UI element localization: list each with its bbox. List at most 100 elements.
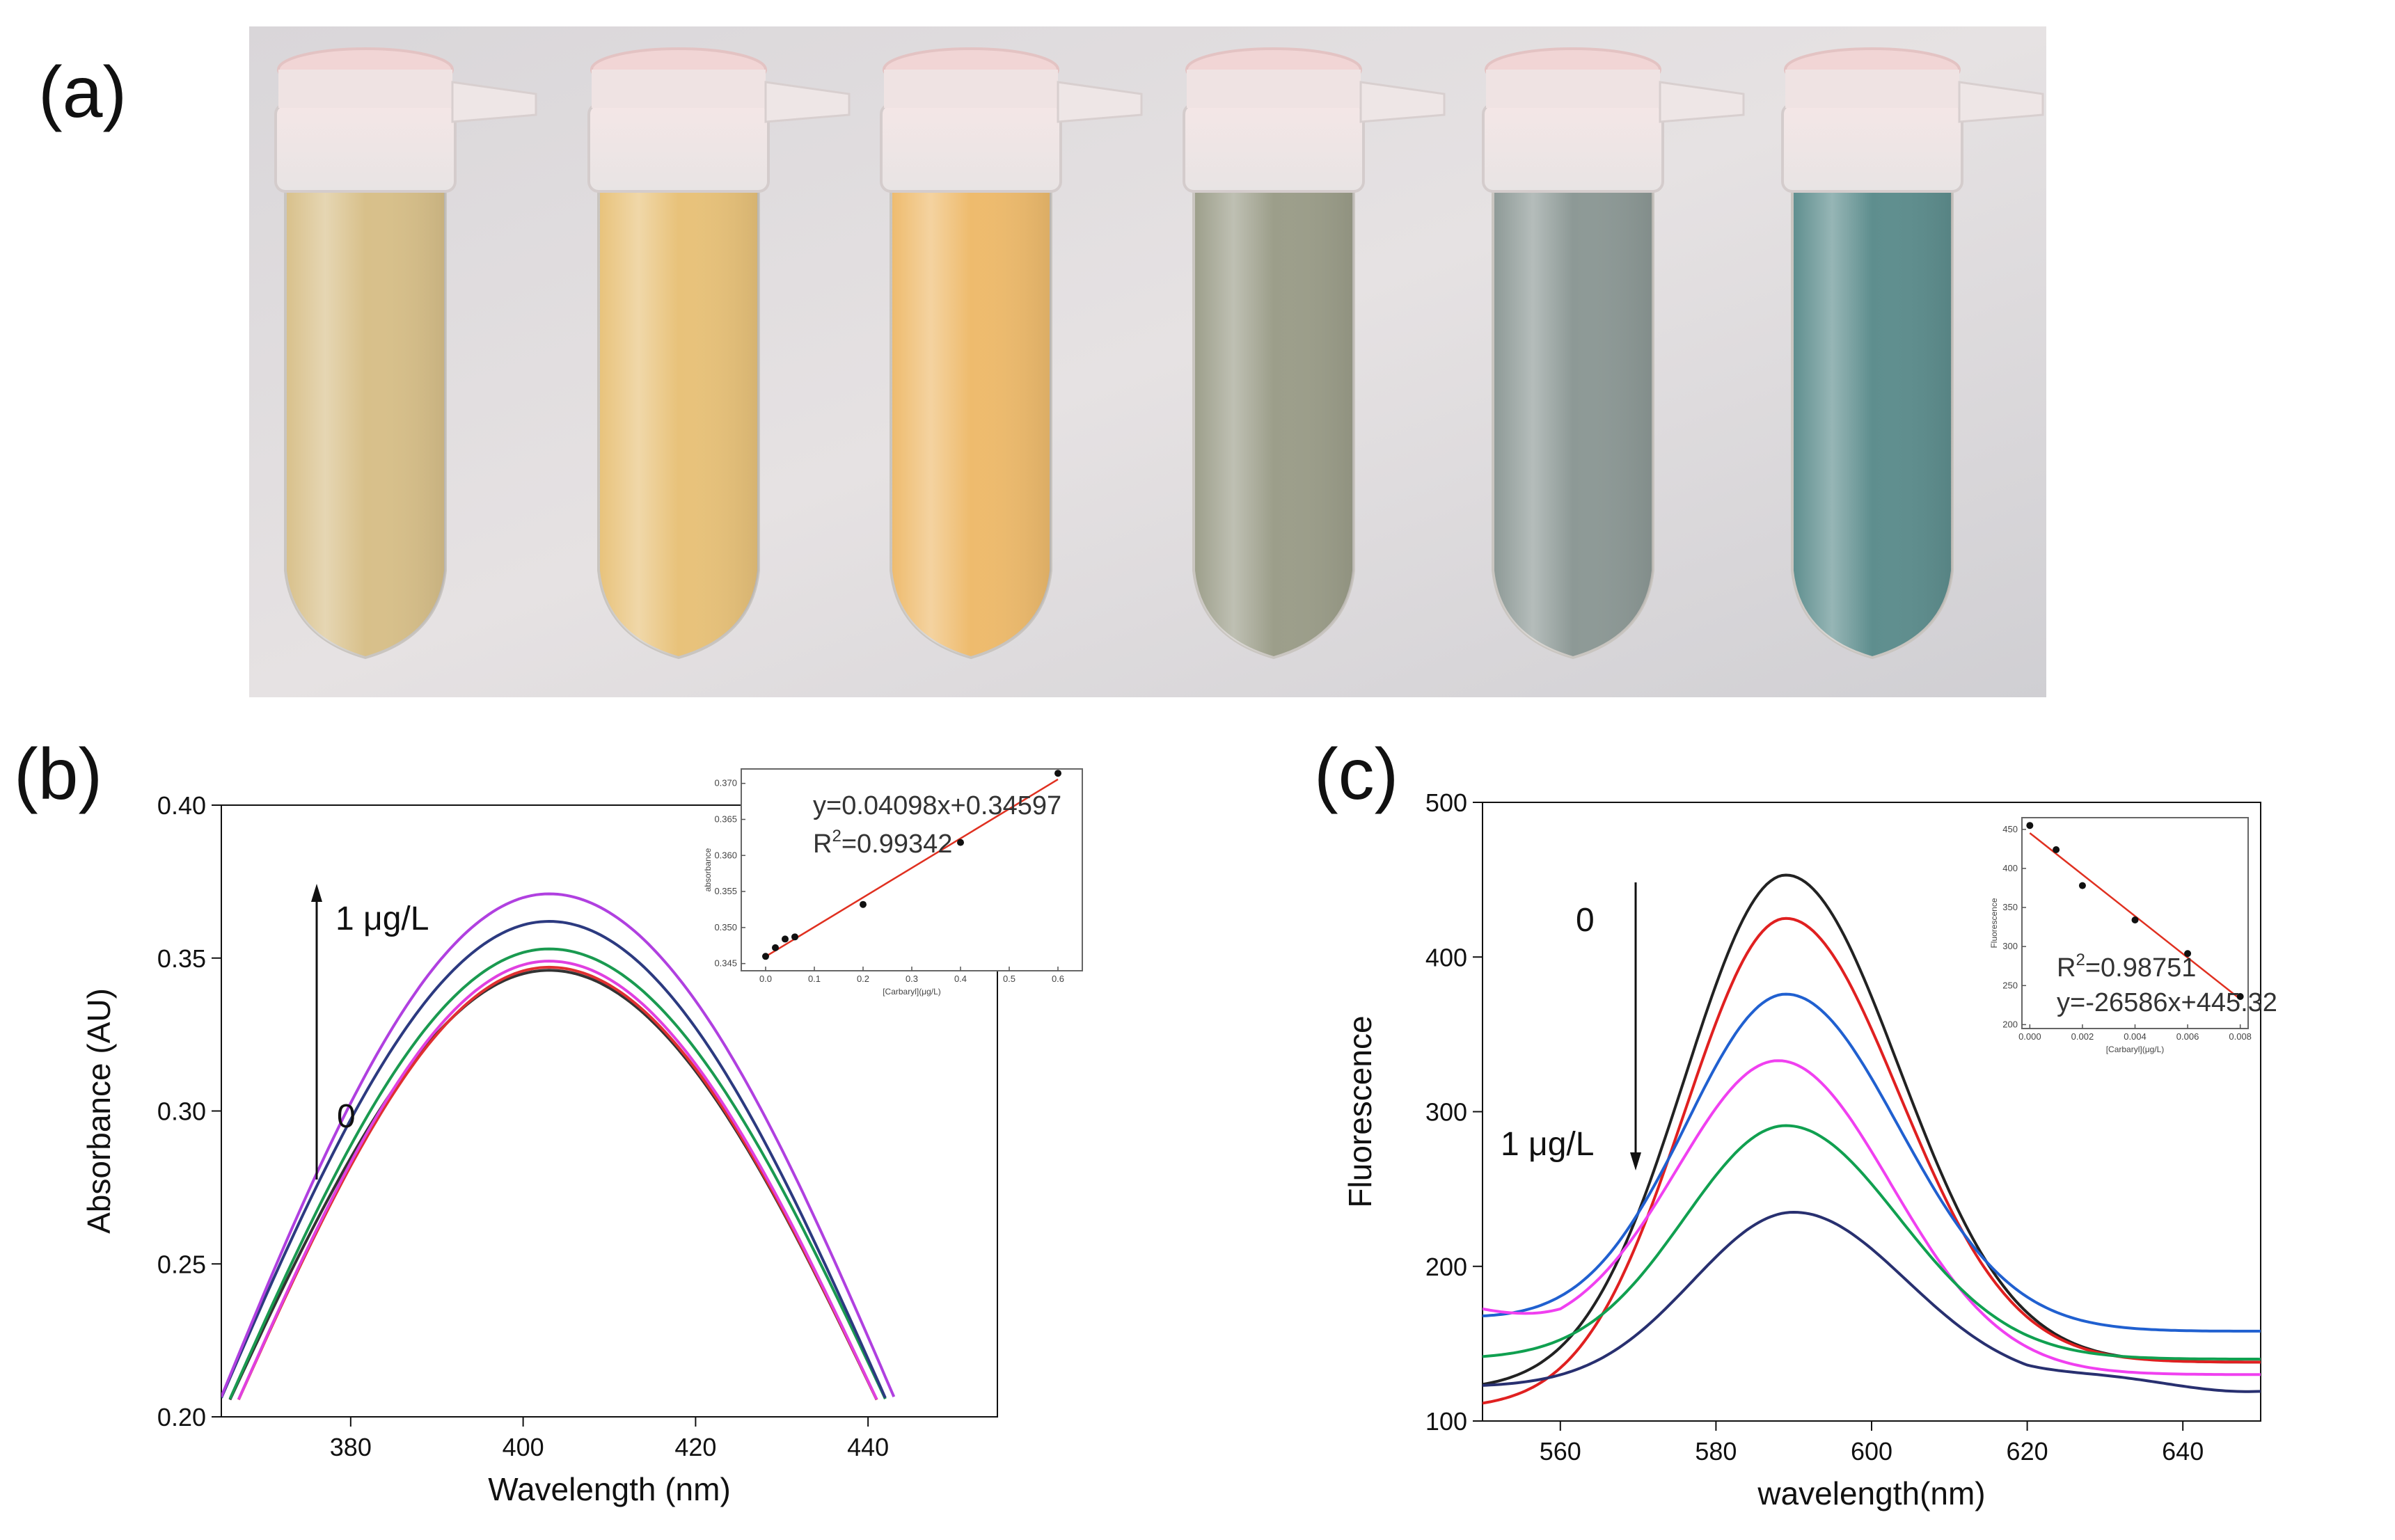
fluorescence-chart: 560 580 600 620 640 100 200 300 400 500 wavelengt…	[1342, 788, 2277, 1511]
c-x-tick-label: 620	[2007, 1437, 2048, 1466]
tube-2-lid-rim	[592, 70, 766, 108]
fluorescence-inset-y-tick-label: 250	[2002, 980, 2018, 990]
c-x-tick-label: 600	[1851, 1437, 1892, 1466]
tube-4-lid-rim	[1187, 70, 1361, 108]
tube-6-hinge	[1958, 81, 2044, 123]
c-y-tick-label: 400	[1425, 943, 1467, 971]
c-x-tick-label: 560	[1540, 1437, 1581, 1466]
tube-3-cap	[880, 103, 1062, 193]
fluorescence-inset-y-tick-label: 450	[2002, 824, 2018, 834]
tube-2	[587, 47, 851, 660]
absorbance-inset-point	[782, 935, 789, 943]
absorbance-series-c4	[228, 947, 887, 1400]
absorbance-y-axis-title: Absorbance (AU)	[81, 988, 117, 1234]
fluorescence-upper-annotation: 0	[1576, 902, 1595, 939]
tube-1-cap	[274, 103, 457, 193]
tube-5-shine	[1493, 188, 1653, 658]
tube-4	[1183, 47, 1446, 660]
fluorescence-series-c5	[1483, 1124, 2261, 1361]
fluorescence-inset-x-tick-label: 0.004	[2124, 1031, 2147, 1042]
c-y-tick-label: 100	[1425, 1407, 1467, 1436]
increase-arrowhead	[311, 884, 322, 902]
fluorescence-inset-r2: R2=0.98751	[2057, 951, 2196, 983]
fluorescence-series-c6	[1483, 1210, 2261, 1393]
absorbance-inset-y-tick-label: 0.365	[714, 814, 737, 825]
fluorescence-inset-fit-line	[2029, 832, 2241, 1000]
tube-1	[274, 47, 537, 660]
absorbance-lower-annotation: 0	[337, 1098, 356, 1135]
fluorescence-inset-point	[2078, 882, 2086, 889]
b-y-tick-label: 0.25	[157, 1250, 206, 1278]
tube-6	[1781, 47, 2044, 660]
fluorescence-inset-y-tick-label: 200	[2002, 1019, 2018, 1029]
decrease-arrowhead	[1630, 1152, 1641, 1170]
absorbance-inset-y-title: absorbance	[703, 848, 713, 891]
fluorescence-inset-y-tick-label: 300	[2002, 941, 2018, 951]
absorbance-inset-point	[772, 944, 779, 951]
tube-2-cap	[587, 103, 770, 193]
absorbance-series-c3	[237, 960, 878, 1400]
panel-b-label: (b)	[14, 734, 102, 815]
absorbance-upper-annotation: 1 μg/L	[335, 900, 429, 937]
fluorescence-inset-x-tick-label: 0.002	[2071, 1031, 2094, 1042]
tube-4-shine	[1194, 188, 1354, 658]
absorbance-inset-point	[1054, 770, 1061, 777]
fluorescence-inset-equation: y=-26586x+445.32	[2057, 988, 2277, 1017]
absorbance-series-c6	[221, 892, 896, 1397]
absorbance-inset-point	[957, 839, 964, 846]
fluorescence-inset-point	[2184, 950, 2192, 958]
absorbance-inset-x-tick-label: 0.5	[1003, 974, 1015, 984]
absorbance-inset-x-tick-label: 0.6	[1052, 974, 1064, 984]
absorbance-series-c5	[221, 919, 887, 1399]
tube-5-cap	[1482, 103, 1664, 193]
absorbance-series-c2	[237, 965, 878, 1401]
absorbance-x-axis-title: Wavelength (nm)	[488, 1471, 731, 1507]
b-y-tick-label: 0.30	[157, 1097, 206, 1126]
fluorescence-inset-y-title: Fluorescence	[1989, 898, 1999, 948]
tube-1-shine	[285, 188, 445, 658]
b-y-tick-label: 0.20	[157, 1403, 206, 1431]
absorbance-inset-r2: R2=0.99342	[813, 827, 952, 859]
b-y-tick-label: 0.40	[157, 791, 206, 820]
absorbance-inset-x-tick-label: 0.1	[808, 974, 821, 984]
tube-3-hinge	[1057, 81, 1143, 123]
b-x-tick-label: 400	[503, 1433, 544, 1461]
fluorescence-x-axis-title: wavelength(nm)	[1757, 1475, 1985, 1511]
fluorescence-series-c4	[1483, 1059, 2261, 1376]
b-x-tick-label: 420	[674, 1433, 716, 1461]
absorbance-inset-y-tick-label: 0.350	[714, 922, 737, 932]
tube-2-shine	[599, 188, 759, 658]
fluorescence-inset-point	[2053, 846, 2060, 854]
b-x-tick-label: 440	[847, 1433, 889, 1461]
tube-photo	[249, 26, 2046, 697]
tube-3	[880, 47, 1143, 660]
absorbance-inset-x-tick-label: 0.4	[954, 974, 967, 984]
absorbance-inset-equation: y=0.04098x+0.34597	[813, 791, 1061, 820]
tube-6-shine	[1792, 188, 1952, 658]
c-y-tick-label: 200	[1425, 1253, 1467, 1281]
b-y-tick-label: 0.35	[157, 944, 206, 973]
absorbance-inset-y-tick-label: 0.345	[714, 958, 737, 969]
absorbance-inset-y-tick-label: 0.360	[714, 850, 737, 860]
fluorescence-inset-point	[2026, 822, 2034, 829]
absorbance-inset-fit-line	[765, 778, 1059, 958]
fluorescence-lower-annotation: 1 μg/L	[1501, 1126, 1594, 1163]
absorbance-inset-point	[860, 900, 867, 908]
fluorescence-y-axis-title: Fluorescence	[1342, 1015, 1378, 1207]
tube-6-lid-rim	[1785, 70, 1959, 108]
absorbance-inset-y-tick-label: 0.355	[714, 886, 737, 896]
c-y-tick-label: 500	[1425, 788, 1467, 817]
fluorescence-inset-point	[2236, 992, 2244, 1000]
absorbance-inset-point	[791, 933, 798, 941]
absorbance-inset-x-tick-label: 0.0	[759, 974, 772, 984]
c-x-tick-label: 580	[1695, 1437, 1737, 1466]
tube-3-shine	[891, 188, 1051, 658]
fluorescence-inset-y-tick-label: 400	[2002, 863, 2018, 873]
fluorescence-inset-x-title: [Carbaryl](μg/L)	[2106, 1045, 2165, 1054]
tube-4-hinge	[1359, 81, 1446, 123]
tube-1-lid-rim	[278, 70, 452, 108]
absorbance-inset-x-tick-label: 0.2	[857, 974, 869, 984]
b-x-tick-label: 380	[330, 1433, 372, 1461]
fluorescence-inset-x-tick-label: 0.008	[2229, 1031, 2252, 1042]
